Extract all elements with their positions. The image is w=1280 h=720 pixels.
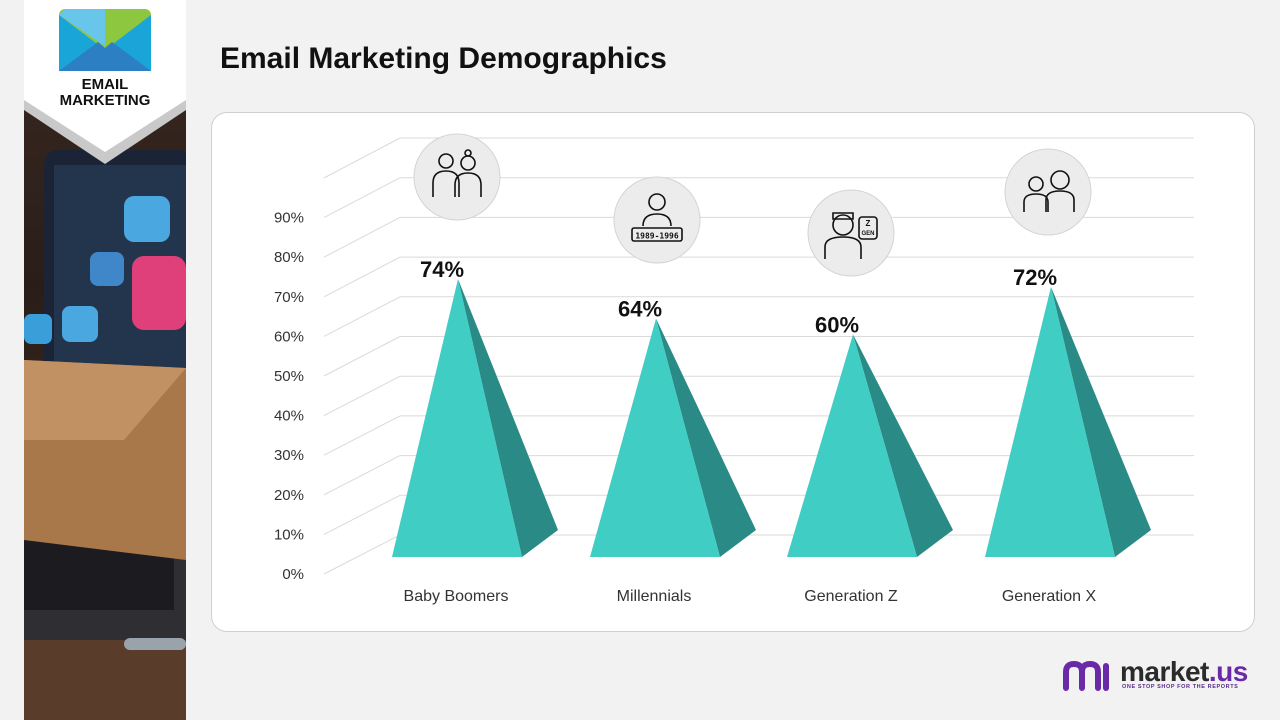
- gridline-diagonal: [323, 415, 401, 456]
- y-tick-label: 20%: [274, 487, 304, 504]
- value-label: 74%: [420, 257, 464, 282]
- y-tick-label: 70%: [274, 289, 304, 306]
- cone-front: [392, 278, 522, 557]
- gridline-diagonal: [323, 534, 401, 575]
- cone-front: [590, 318, 720, 557]
- page-title: Email Marketing Demographics: [220, 42, 667, 75]
- millennial-person-icon: 1989-1996: [613, 176, 701, 264]
- y-tick-label: 10%: [274, 526, 304, 543]
- category-label: Generation X: [1002, 588, 1097, 605]
- logo-tagline: ONE STOP SHOP FOR THE REPORTS: [1122, 684, 1239, 690]
- chart-card: 0% 10% 20% 30% 40% 50% 60% 70% 80% 90% 1989-1996 Z…: [211, 112, 1255, 632]
- gridline-diagonal: [323, 455, 401, 496]
- cone-bar: [985, 286, 1151, 557]
- gen-x-people-icon: [1004, 148, 1092, 236]
- gridline-diagonal: [323, 177, 401, 219]
- gridline-diagonal: [323, 256, 401, 298]
- cone-front: [787, 334, 917, 557]
- y-tick-label: 50%: [274, 368, 304, 385]
- cone-side: [1051, 286, 1151, 557]
- gridline-diagonal: [323, 494, 401, 535]
- envelope-icon: [59, 9, 151, 71]
- icon-caption: Z: [866, 219, 871, 228]
- gridline-diagonal: [323, 216, 401, 258]
- y-tick-label: 80%: [274, 249, 304, 266]
- cone-side: [853, 334, 953, 557]
- y-tick-label: 0%: [282, 566, 304, 583]
- logo-mark-icon: [1063, 660, 1109, 691]
- y-tick-label: 40%: [274, 408, 304, 425]
- badge-line-2: MARKETING: [60, 92, 151, 109]
- cone-front: [985, 286, 1115, 557]
- elderly-couple-icon: [413, 133, 501, 221]
- gridline-diagonal: [323, 336, 401, 377]
- y-tick-label: 60%: [274, 328, 304, 345]
- cone-side: [458, 278, 558, 557]
- category-label: Baby Boomers: [404, 588, 509, 605]
- badge-line-1: EMAIL: [82, 76, 129, 93]
- value-label: 72%: [1013, 265, 1057, 290]
- value-label: 64%: [618, 297, 662, 322]
- cone-bar: [787, 334, 953, 557]
- gen-z-person-icon: Z GEN: [807, 189, 895, 277]
- value-label: 60%: [815, 312, 859, 337]
- market-us-logo: market.us ONE STOP SHOP FOR THE REPORTS: [1062, 656, 1262, 694]
- icon-caption: 1989-1996: [635, 232, 679, 241]
- logo-wordmark: market.us: [1120, 656, 1248, 687]
- email-marketing-badge: EMAIL MARKETING: [24, 0, 186, 166]
- cone-chart: 0% 10% 20% 30% 40% 50% 60% 70% 80% 90% 1989-1996 Z…: [274, 133, 1194, 605]
- icon-caption: GEN: [861, 231, 874, 237]
- gridline-diagonal: [323, 296, 401, 337]
- cone-side: [656, 318, 756, 557]
- category-label: Generation Z: [804, 588, 898, 605]
- category-label: Millennials: [617, 588, 692, 605]
- gridline-diagonal: [323, 375, 401, 417]
- cone-bar: [590, 318, 756, 557]
- cone-bar: [392, 278, 558, 557]
- y-tick-label: 30%: [274, 447, 304, 464]
- mail-app-icon: [124, 196, 170, 242]
- y-tick-label: 90%: [274, 210, 304, 227]
- gridline-diagonal: [323, 137, 401, 179]
- photo-illustration: [24, 150, 186, 720]
